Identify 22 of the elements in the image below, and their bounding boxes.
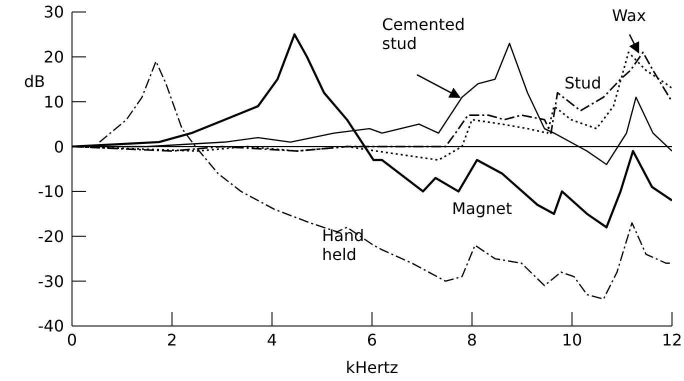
x-tick-label: 4 bbox=[266, 330, 278, 350]
x-tick-label: 0 bbox=[66, 330, 78, 350]
series-label: Hand held bbox=[322, 226, 364, 264]
x-axis-title: kHertz bbox=[346, 358, 398, 377]
y-tick-label: 20 bbox=[44, 48, 64, 67]
y-axis-title: dB bbox=[24, 72, 46, 91]
y-tick-label: 10 bbox=[44, 92, 64, 112]
y-tick-label: -30 bbox=[38, 272, 64, 291]
x-tick-label: 8 bbox=[466, 330, 478, 350]
x-tick-label: 2 bbox=[166, 330, 178, 350]
x-tick-label: 6 bbox=[366, 330, 378, 350]
text: Cemented stud bbox=[382, 14, 465, 53]
y-tick-label: -20 bbox=[38, 226, 64, 246]
series-label: Magnet bbox=[452, 198, 512, 218]
y-tick-label: 30 bbox=[44, 2, 64, 22]
y-tick-label: 0 bbox=[54, 137, 64, 156]
x-tick-label: 10 bbox=[562, 330, 582, 350]
y-tick-label: -40 bbox=[38, 316, 64, 336]
y-tick-label: -10 bbox=[38, 182, 64, 202]
series-label: Wax bbox=[612, 6, 646, 25]
x-tick-label: 12 bbox=[662, 330, 682, 350]
series-label: Stud bbox=[564, 73, 602, 92]
